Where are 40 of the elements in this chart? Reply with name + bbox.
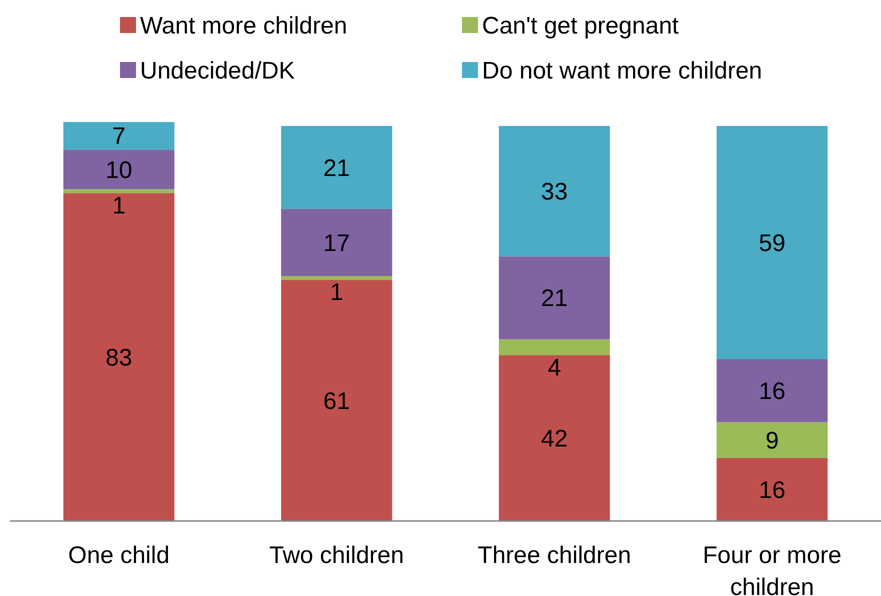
bar <box>498 256 610 340</box>
data-label: 61 <box>323 388 350 415</box>
data-label: 9 <box>765 427 779 454</box>
bar <box>281 208 392 276</box>
bar <box>498 339 610 356</box>
data-label: 4 <box>548 354 562 382</box>
bar <box>716 359 828 422</box>
bar <box>716 458 828 521</box>
data-label: 1 <box>330 279 344 306</box>
bar <box>63 122 174 150</box>
data-label: 21 <box>541 285 568 312</box>
bar <box>63 193 174 521</box>
bar <box>281 276 392 280</box>
x-tick-label: Four or more children <box>702 542 842 596</box>
data-label: 33 <box>541 178 568 206</box>
bar <box>281 280 392 521</box>
data-label: 59 <box>758 230 786 257</box>
bar <box>716 422 828 458</box>
bar <box>498 126 610 256</box>
x-tick-label: Two children <box>269 542 404 569</box>
bar <box>63 189 174 194</box>
legend-label: Can't get pregnant <box>482 12 680 40</box>
bar <box>63 150 174 190</box>
data-label: 21 <box>323 154 350 182</box>
x-tick-label: One child <box>68 542 170 569</box>
data-label: 16 <box>758 378 786 406</box>
bar <box>498 355 610 521</box>
data-label: 42 <box>541 425 568 452</box>
data-label: 1 <box>112 192 126 220</box>
legend-label: Want more children <box>140 12 348 40</box>
bar <box>281 126 392 209</box>
data-label: 16 <box>758 476 786 504</box>
bar <box>716 126 828 360</box>
data-label: 10 <box>106 156 132 184</box>
legend-label: Do not want more children <box>482 57 762 84</box>
legend-label: Undecided/DK <box>140 57 295 84</box>
x-tick-label: Three children <box>478 542 632 569</box>
data-label: 17 <box>323 230 350 257</box>
data-label: 7 <box>112 123 126 150</box>
data-label: 83 <box>106 344 132 372</box>
